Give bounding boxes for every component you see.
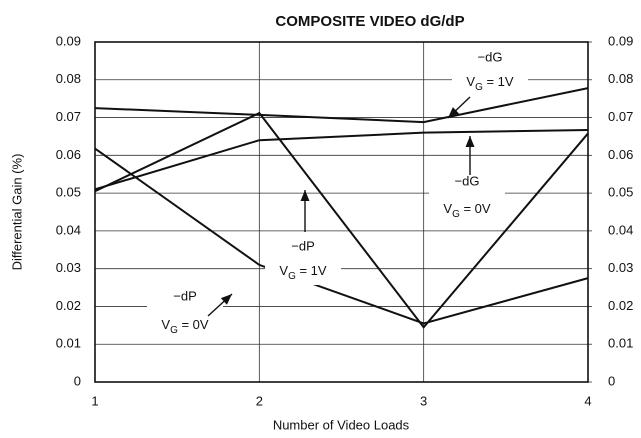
annotation-var: V bbox=[279, 263, 288, 278]
annotation-rest: = 1V bbox=[483, 74, 514, 89]
annotation-text: VG = 1V bbox=[279, 263, 326, 281]
y-tick-label: 0 bbox=[74, 373, 81, 388]
y2-tick-label: 0.03 bbox=[608, 260, 633, 275]
y-tick-label: 0.08 bbox=[56, 71, 81, 86]
y2-tick-label: 0.04 bbox=[608, 222, 633, 237]
y2-tick-label: 0.01 bbox=[608, 336, 633, 351]
annotation-bg bbox=[265, 236, 341, 285]
y-axis-label: Differential Gain (%) bbox=[9, 154, 24, 271]
data-line bbox=[94, 87, 589, 124]
annotation-sub: G bbox=[452, 209, 460, 220]
arrow-head bbox=[465, 136, 475, 147]
annotation-rest: = 0V bbox=[178, 317, 209, 332]
y2-tick-label: 0.08 bbox=[608, 71, 633, 86]
annotation-text: VG = 1V bbox=[466, 74, 513, 92]
x-tick-label: 2 bbox=[256, 393, 263, 408]
annotation-text: −dP bbox=[291, 238, 315, 253]
annotation-var: V bbox=[161, 317, 170, 332]
x-axis-label: Number of Video Loads bbox=[273, 417, 410, 432]
y-tick-label: 0.06 bbox=[56, 147, 81, 162]
data-line bbox=[94, 129, 589, 191]
y2-tick-label: 0.02 bbox=[608, 298, 633, 313]
annotation-text: −dP bbox=[173, 288, 197, 303]
annotation-sub: G bbox=[288, 271, 296, 282]
annotation-text: −dG bbox=[455, 173, 480, 188]
y2-tick-label: 0 bbox=[608, 373, 615, 388]
y-tick-label: 0.07 bbox=[56, 109, 81, 124]
x-tick-label: 1 bbox=[91, 393, 98, 408]
annotation-rest: = 1V bbox=[296, 263, 327, 278]
annotation-sub: G bbox=[170, 325, 178, 336]
y-tick-label: 0.09 bbox=[56, 33, 81, 48]
annotation-var: V bbox=[443, 201, 452, 216]
y2-tick-label: 0.05 bbox=[608, 185, 633, 200]
arrow-head bbox=[448, 107, 460, 118]
y-tick-label: 0.04 bbox=[56, 222, 81, 237]
data-line bbox=[94, 147, 589, 325]
chart-title: COMPOSITE VIDEO dG/dP bbox=[275, 13, 464, 30]
plot-frame bbox=[94, 41, 589, 383]
annotation-bg bbox=[429, 171, 505, 223]
annotation-text: −dG bbox=[478, 49, 503, 64]
annotation-sub: G bbox=[475, 82, 483, 93]
y-tick-label: 0.02 bbox=[56, 298, 81, 313]
y2-tick-label: 0.07 bbox=[608, 109, 633, 124]
annotation-rest: = 0V bbox=[460, 201, 491, 216]
y-tick-label: 0.05 bbox=[56, 185, 81, 200]
x-tick-label: 3 bbox=[420, 393, 427, 408]
annotation-bg bbox=[147, 286, 223, 339]
annotation-var: V bbox=[466, 74, 475, 89]
annotation-bg bbox=[452, 47, 528, 96]
arrow-head bbox=[300, 190, 310, 201]
y2-tick-label: 0.09 bbox=[608, 33, 633, 48]
y2-tick-label: 0.06 bbox=[608, 147, 633, 162]
y-tick-label: 0.03 bbox=[56, 260, 81, 275]
y-tick-label: 0.01 bbox=[56, 336, 81, 351]
annotation-text: VG = 0V bbox=[443, 201, 490, 219]
arrow-head bbox=[220, 294, 232, 305]
data-line bbox=[94, 111, 589, 329]
x-tick-label: 4 bbox=[584, 393, 591, 408]
annotation-text: VG = 0V bbox=[161, 317, 208, 335]
